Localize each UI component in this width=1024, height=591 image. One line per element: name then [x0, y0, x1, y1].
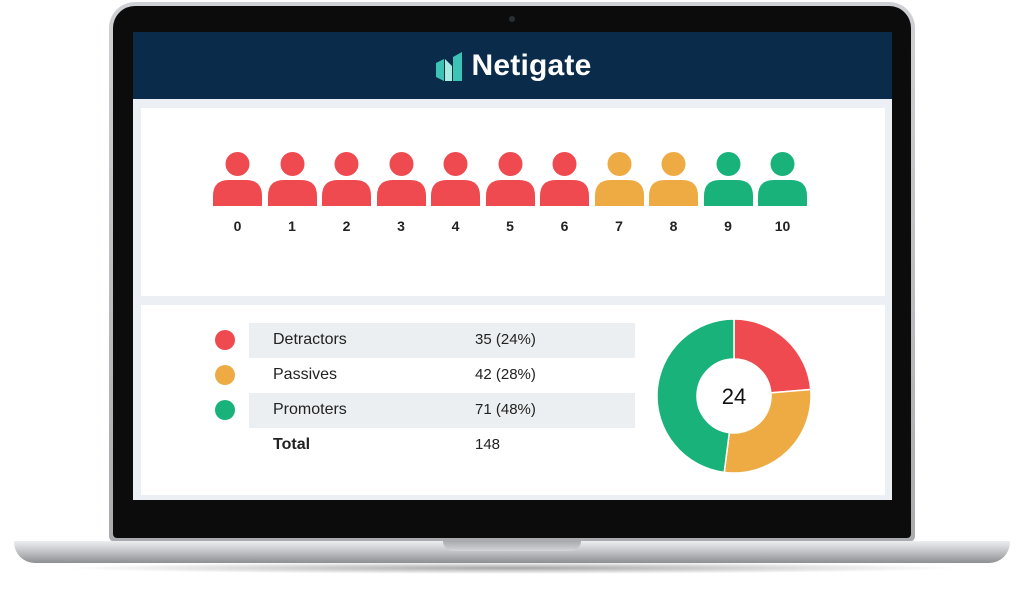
- person-0: 0: [213, 152, 262, 234]
- donut-center-value: 24: [722, 384, 746, 409]
- person-3: 3: [376, 152, 426, 234]
- nps-scale: 0 1 2 3 4 5 6 7 8 9 10: [213, 152, 807, 234]
- netigate-logo-icon: [435, 51, 462, 81]
- person-7: 7: [594, 152, 644, 234]
- person-icon: [213, 152, 262, 206]
- person-5: 5: [485, 152, 535, 234]
- laptop-notch: [443, 541, 581, 551]
- legend-dot-icon: [215, 400, 235, 420]
- row-background: [249, 393, 635, 428]
- row-label: Promoters: [273, 401, 347, 418]
- score-label: 4: [451, 218, 460, 234]
- summary-row-promoters: Promoters 71 (48%): [215, 393, 635, 428]
- person-6: 6: [540, 152, 589, 234]
- person-icon: [376, 152, 426, 206]
- summary-row-total: Total 148: [215, 428, 635, 463]
- nps-scale-panel: 0 1 2 3 4 5 6 7 8 9 10: [141, 108, 885, 296]
- donut-slice-promoters: [656, 318, 735, 474]
- score-label: 1: [288, 218, 296, 234]
- person-10: 10: [758, 152, 807, 234]
- person-icon: [267, 152, 317, 206]
- person-icon: [703, 152, 753, 206]
- laptop-shadow: [60, 562, 964, 574]
- donut-slice-passives: [723, 388, 812, 474]
- total-value: 148: [475, 436, 501, 453]
- person-icon: [758, 152, 807, 206]
- score-label: 5: [506, 218, 514, 234]
- row-value: 71 (48%): [475, 401, 536, 418]
- camera-icon: [509, 16, 515, 22]
- score-label: 2: [342, 218, 351, 234]
- nps-summary-panel: Detractors 35 (24%) Passives 42 (28%) Promot…: [141, 305, 885, 495]
- row-background: [249, 323, 635, 358]
- brand-name: Netigate: [471, 48, 592, 82]
- score-label: 7: [615, 218, 623, 234]
- person-4: 4: [431, 152, 480, 234]
- donut-slice-detractors: [733, 318, 812, 394]
- person-8: 8: [649, 152, 698, 234]
- legend-dot-icon: [215, 330, 235, 350]
- score-label: 10: [774, 218, 791, 234]
- person-icon: [431, 152, 480, 206]
- nps-donut-chart: 24: [656, 318, 812, 474]
- score-label: 6: [560, 218, 569, 234]
- brand[interactable]: Netigate: [434, 49, 592, 83]
- row-label: Detractors: [273, 331, 347, 348]
- laptop-base: [14, 541, 1010, 563]
- person-icon: [594, 152, 644, 206]
- score-label: 9: [724, 218, 732, 234]
- person-icon: [485, 152, 535, 206]
- score-label: 8: [669, 218, 678, 234]
- score-label: 0: [233, 218, 242, 234]
- summary-row-detractors: Detractors 35 (24%): [215, 323, 635, 358]
- app-header: Netigate: [133, 32, 892, 99]
- person-9: 9: [703, 152, 753, 234]
- person-icon: [322, 152, 371, 206]
- row-value: 35 (24%): [475, 331, 536, 348]
- total-label: Total: [273, 436, 311, 453]
- row-label: Passives: [273, 366, 338, 383]
- person-icon: [649, 152, 698, 206]
- screen: Netigate 0 1 2 3 4 5 6 7 8 9 10 Detractors 35 (24%)…: [133, 32, 892, 500]
- legend-dot-icon: [215, 365, 235, 385]
- person-icon: [540, 152, 589, 206]
- person-1: 1: [267, 152, 317, 234]
- score-label: 3: [397, 218, 405, 234]
- row-value: 42 (28%): [475, 366, 536, 383]
- person-2: 2: [322, 152, 371, 234]
- summary-row-passives: Passives 42 (28%): [215, 358, 635, 393]
